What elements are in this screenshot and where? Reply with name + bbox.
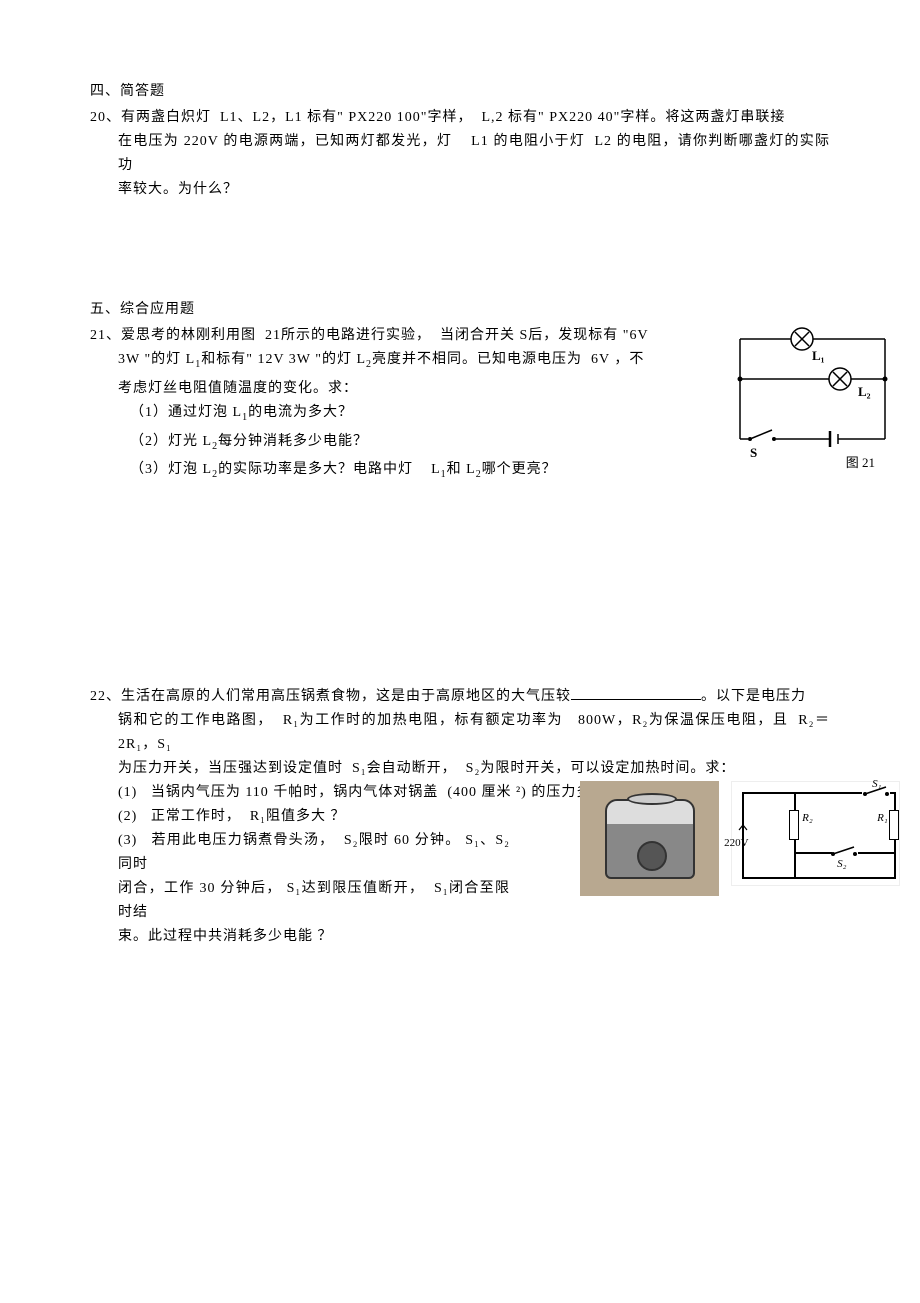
q22-l1a: 生活在高原的人们常用高压锅煮食物，这是由于高原地区的大气压较: [121, 689, 571, 704]
q21-l1b: 21所示的电路进行实验，: [265, 328, 431, 343]
question-21: 21、爱思考的林刚利用图 21所示的电路进行实验， 当闭合开关 S后，发现标有 …: [90, 324, 830, 487]
q20-line2: 在电压为 220V 的电源两端，已知两灯都发光，灯 L1 的电阻小于灯 L2 的…: [90, 130, 830, 178]
q22-close: 闭合，工作 30 分钟后， S₁达到限压值断开， S₁闭合至限时结: [90, 877, 510, 925]
q22-l2c: 800W，R₂为保温保压电阻，且: [578, 713, 788, 728]
wire-r2-top: [794, 792, 796, 810]
question-20: 20、有两盏白炽灯 L1、L2，L1 标有" PX220 100"字样， L,2…: [90, 106, 830, 202]
q22-s2a: (2): [118, 809, 137, 824]
label-220v: 220V: [724, 837, 748, 849]
q21-num: 21、: [90, 328, 121, 343]
q22-s3b: 若用此电压力锅煮骨头汤，: [152, 833, 335, 848]
q20-l2a: 在电压为 220V 的电源两端，已知两灯都发光，灯: [118, 134, 452, 149]
q21-s1b: 的电流为多大？: [248, 405, 353, 420]
q22-end: 束。此过程中共消耗多少电能 ？: [90, 925, 510, 949]
wire-r2-bot: [794, 840, 796, 877]
q21-s3a: （3）灯泡 L: [130, 462, 212, 477]
q22-l3b: S₁会自动断开，: [352, 761, 457, 776]
q22-line2: 锅和它的工作电路图， R₁为工作时的加热电阻，标有额定功率为 800W，R₂为保…: [90, 709, 830, 757]
label-s2: S₂: [837, 858, 846, 870]
q21-body: 21、爱思考的林刚利用图 21所示的电路进行实验， 当闭合开关 S后，发现标有 …: [90, 324, 670, 487]
q21-l1a: 爱思考的林刚利用图: [121, 328, 256, 343]
q21-sub3: （3）灯泡 L2的实际功率是多大？电路中灯 L1和 L2哪个更亮？: [90, 458, 670, 487]
q22-s3a: (3): [118, 833, 137, 848]
q21-l2c: 亮度并不相同。已知电源电压为: [372, 352, 582, 367]
q22-cb: S₁达到限压值断开，: [287, 881, 425, 896]
q21-l2b: 和标有" 12V 3W "的灯 L: [201, 352, 366, 367]
q22-l3a: 为压力开关，当压强达到设定值时: [118, 761, 343, 776]
q22-l3c: S₂为限时开关，可以设定加热时间。求：: [466, 761, 736, 776]
q22-images: 220V R₂ R₁ S₁ S₂: [580, 781, 900, 901]
section-4-header: 四、简答题: [90, 80, 830, 100]
q20-line1: 20、有两盏白炽灯 L1、L2，L1 标有" PX220 100"字样， L,2…: [90, 106, 830, 130]
label-S: S: [750, 445, 757, 460]
wire-s2-l: [794, 852, 832, 854]
q21-line2: 3W "的灯 L1和标有" 12V 3W "的灯 L2亮度并不相同。已知电源电压…: [90, 348, 670, 377]
q22-s1a: (1): [118, 785, 137, 800]
cooker-body: [605, 799, 695, 879]
q21-sub1: （1）通过灯泡 L1的电流为多大？: [90, 401, 670, 430]
q22-num: 22、: [90, 689, 121, 704]
wire-bottom: [742, 877, 896, 879]
circuit-diagram-22: 220V R₂ R₁ S₁ S₂: [731, 781, 900, 886]
circuit-diagram-21: L₁ L₂ S: [720, 324, 900, 464]
q21-line1: 21、爱思考的林刚利用图 21所示的电路进行实验， 当闭合开关 S后，发现标有 …: [90, 324, 670, 348]
wire-top: [742, 792, 862, 794]
q22-s3c: S₂限时 60 分钟。: [344, 833, 461, 848]
label-r2: R₂: [802, 812, 813, 824]
fig21-caption: 图 21: [846, 452, 875, 471]
q22-s2c: R₁阻值多大 ？: [250, 809, 346, 824]
q22-l2b: R₁为工作时的加热电阻，标有额定功率为: [283, 713, 563, 728]
q21-s2a: （2）灯光 L: [130, 434, 212, 449]
q21-s1a: （1）通过灯泡 L: [130, 405, 242, 420]
wire-s2-r: [858, 852, 895, 854]
label-r1: R₁: [877, 812, 888, 824]
q21-l2d: 6V ，不: [591, 352, 644, 367]
question-22: 22、生活在高原的人们常用高压锅煮食物，这是由于高原地区的大气压较 。以下是电压力…: [90, 685, 830, 949]
pressure-cooker-image: [580, 781, 719, 896]
q20-num: 20、: [90, 110, 121, 125]
cooker-lid: [627, 793, 677, 805]
q21-s3d: 和 L: [447, 462, 476, 477]
spacer-1: [90, 210, 830, 298]
q22-l1b: 。以下是电压力: [701, 689, 806, 704]
q21-l1c: 当闭合开关 S后，发现标有 "6V: [440, 328, 649, 343]
q21-sub2: （2）灯光 L2每分钟消耗多少电能？: [90, 430, 670, 459]
spacer-2: [90, 495, 830, 685]
q22-s1b: 当锅内气压为 110 千帕时，锅内气体对锅盖: [151, 785, 438, 800]
q21-line3: 考虑灯丝电阻值随温度的变化。求：: [90, 377, 670, 401]
q22-sub3: (3) 若用此电压力锅煮骨头汤， S₂限时 60 分钟。 S₁、S₂同时: [90, 829, 510, 877]
q20-l1a: 有两盏白炽灯: [121, 110, 211, 125]
label-L2: L₂: [858, 384, 871, 399]
cooker-panel: [637, 841, 667, 871]
q22-narrow: (3) 若用此电压力锅煮骨头汤， S₂限时 60 分钟。 S₁、S₂同时 闭合，…: [90, 829, 510, 949]
q22-line3: 为压力开关，当压强达到设定值时 S₁会自动断开， S₂为限时开关，可以设定加热时…: [90, 757, 830, 781]
q21-s3b: 的实际功率是多大？电路中灯: [218, 462, 413, 477]
q22-s2b: 正常工作时，: [151, 809, 241, 824]
q22-l2a: 锅和它的工作电路图，: [118, 713, 273, 728]
q21-l2a: 3W "的灯 L: [118, 352, 195, 367]
q20-l1c: L,2 标有" PX220 40"字样。将这两盏灯串联接: [481, 110, 785, 125]
q20-line3: 率较大。为什么？: [90, 178, 830, 202]
q21-s2b: 每分钟消耗多少电能？: [218, 434, 368, 449]
q22-line1: 22、生活在高原的人们常用高压锅煮食物，这是由于高原地区的大气压较 。以下是电压力: [90, 685, 830, 709]
q21-s3c: L: [431, 462, 441, 477]
label-L1: L₁: [812, 348, 825, 363]
label-s1: S₁: [872, 778, 881, 790]
blank-fill: [571, 686, 701, 700]
q22-ca: 闭合，工作 30 分钟后，: [118, 881, 282, 896]
resistor-r1: [889, 810, 899, 840]
section-5-header: 五、综合应用题: [90, 298, 830, 318]
q21-s3e: 哪个更亮？: [482, 462, 557, 477]
resistor-r2: [789, 810, 799, 840]
q20-l2b: L1 的电阻小于灯: [471, 134, 585, 149]
q20-l1b: L1、L2，L1 标有" PX220 100"字样，: [220, 110, 472, 125]
